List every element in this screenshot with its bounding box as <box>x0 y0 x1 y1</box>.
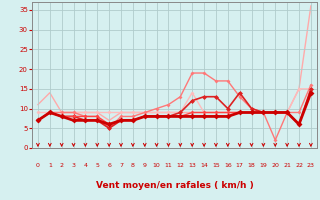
X-axis label: Vent moyen/en rafales ( km/h ): Vent moyen/en rafales ( km/h ) <box>96 181 253 190</box>
